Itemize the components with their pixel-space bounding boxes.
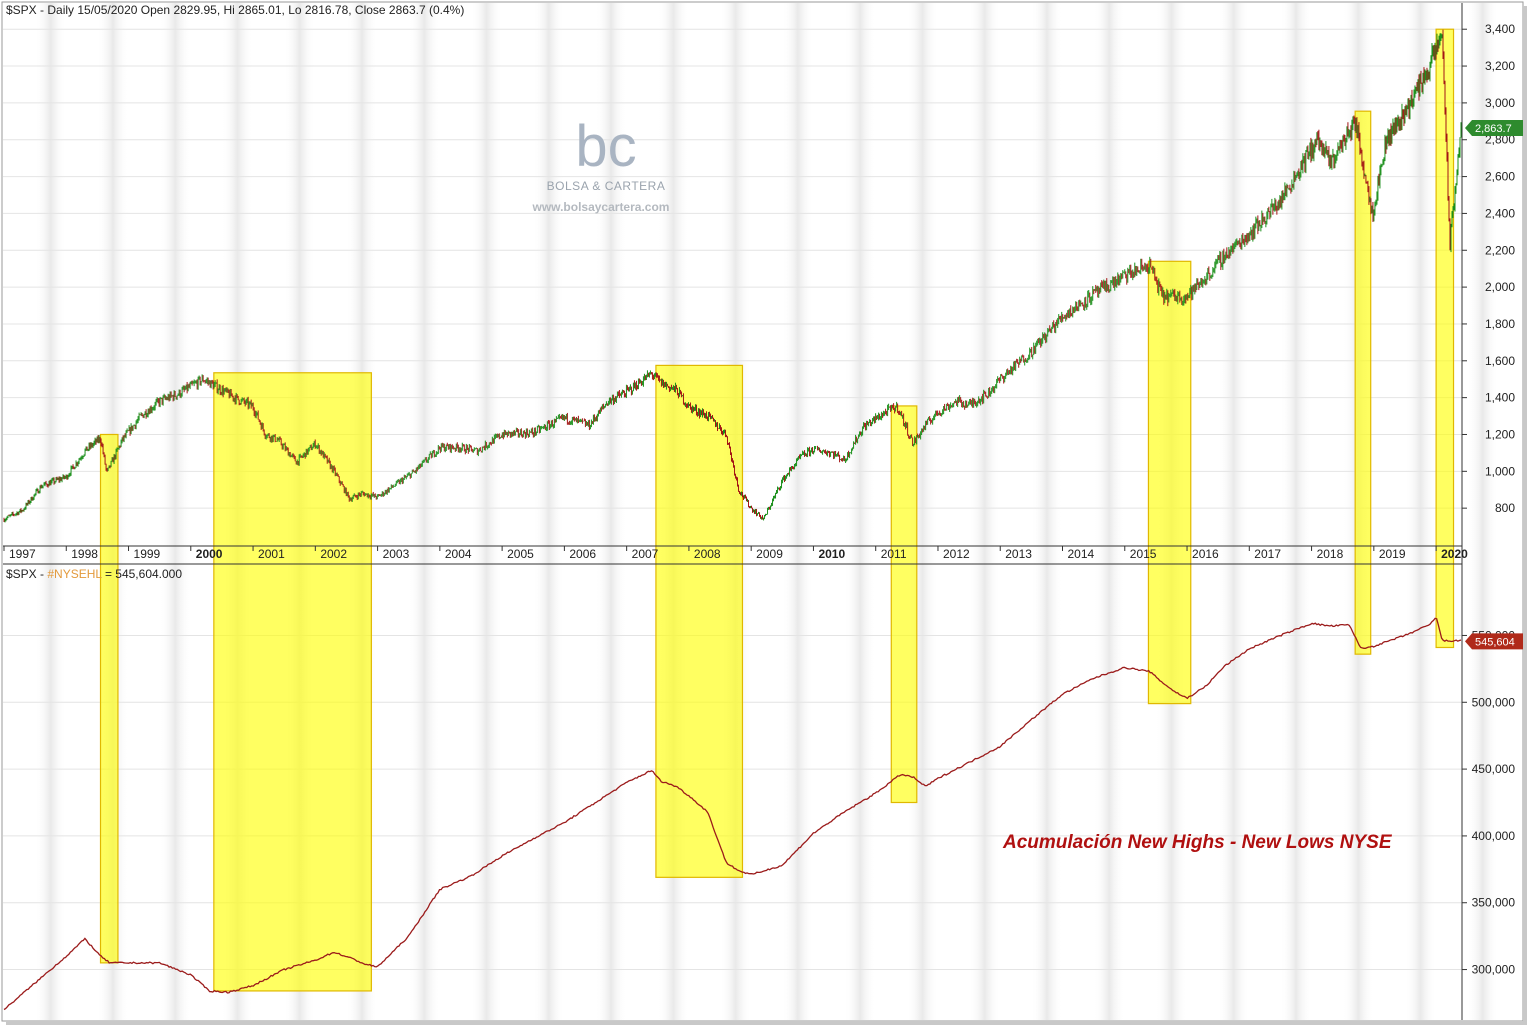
year-tick-label: 2001: [258, 547, 285, 561]
highlight-box: [655, 364, 744, 878]
frame-shadow-right: [1523, 6, 1527, 1023]
year-tick-label: 2000: [196, 547, 223, 561]
year-band: [782, 3, 814, 1020]
year-tick-label: 2007: [632, 547, 659, 561]
highlight-box: [213, 372, 372, 992]
indicator-y-tick-label: 400,000: [1472, 829, 1516, 843]
highlight-box: [1147, 260, 1192, 705]
indicator-last-badge: 545,604: [1465, 633, 1523, 650]
year-band: [1280, 3, 1312, 1020]
indicator-last-value: 545,604: [1475, 636, 1515, 648]
indicator-line: [3, 617, 1462, 1011]
watermark-brand: BOLSA & CARTERA: [547, 179, 666, 193]
year-band: [470, 3, 503, 1020]
highlight-box: [890, 405, 918, 804]
year-tick-label: 2020: [1441, 547, 1468, 561]
indicator-header-prefix: $SPX -: [6, 567, 47, 581]
year-tick-label: 2009: [756, 547, 783, 561]
highlight-box: [99, 433, 119, 964]
year-band: [533, 3, 565, 1020]
year-tick-label: 2014: [1068, 547, 1095, 561]
year-band: [159, 3, 191, 1020]
year-band: [595, 3, 627, 1020]
year-tick-label: 1999: [134, 547, 161, 561]
price-y-tick-label: 3,000: [1485, 96, 1515, 110]
year-tick-label: 2019: [1379, 547, 1406, 561]
indicator-y-tick-label: 500,000: [1472, 695, 1516, 709]
indicator-header-value: = 545,604.000: [102, 567, 183, 581]
highlight-box: [1354, 110, 1372, 655]
price-y-tick-label: 1,600: [1485, 354, 1515, 368]
price-y-tick-label: 1,000: [1485, 464, 1515, 478]
indicator-y-tick-label: 450,000: [1472, 762, 1516, 776]
year-band: [1093, 3, 1125, 1020]
price-last-badge: 2,863.7: [1465, 120, 1523, 137]
year-tick-label: 2018: [1317, 547, 1344, 561]
year-tick-label: 2004: [445, 547, 472, 561]
highlight-box: [1435, 28, 1455, 649]
price-header: $SPX - Daily 15/05/2020 Open 2829.95, Hi…: [6, 3, 464, 17]
year-band: [969, 3, 1001, 1020]
price-y-tick-label: 3,400: [1485, 22, 1515, 36]
year-band: [35, 3, 67, 1020]
year-tick-label: 2013: [1005, 547, 1032, 561]
year-band: [1031, 3, 1063, 1020]
year-band: [1467, 3, 1499, 1020]
price-y-tick-label: 1,800: [1485, 317, 1515, 331]
year-band: [844, 3, 876, 1020]
indicator-header: $SPX - #NYSEHL = 545,604.000: [6, 567, 182, 581]
price-y-tick-label: 2,600: [1485, 170, 1515, 184]
price-y-tick-label: 800: [1495, 501, 1515, 515]
price-y-tick-label: 3,200: [1485, 59, 1515, 73]
year-tick-label: 2012: [943, 547, 970, 561]
price-last-value: 2,863.7: [1475, 123, 1512, 135]
indicator-y-tick-label: 300,000: [1472, 963, 1516, 977]
x-axis-years: 1997 1998 1999 2000 2001 2002 2003 2004 2005 2006…: [3, 546, 1468, 561]
year-tick-label: 2010: [818, 547, 845, 561]
year-tick-label: 2006: [569, 547, 596, 561]
highlight-boxes: [99, 28, 1455, 992]
price-series: [3, 29, 1462, 523]
year-band: [408, 3, 440, 1020]
price-y-tick-label: 2,200: [1485, 243, 1515, 257]
year-tick-label: 2015: [1130, 547, 1157, 561]
year-tick-label: 1997: [9, 547, 36, 561]
year-tick-label: 2003: [383, 547, 410, 561]
watermark-logo: bc BOLSA & CARTERA www.bolsaycartera.com: [532, 114, 670, 214]
price-y-axis: 800 1,000 1,200 1,400 1,600 1,800 2,000 2,200 2,…: [1462, 22, 1515, 515]
year-band: [1404, 3, 1437, 1020]
price-y-tick-label: 1,400: [1485, 391, 1515, 405]
indicator-annotation: Acumulación New Highs - New Lows NYSE: [1002, 832, 1393, 853]
price-y-tick-label: 2,400: [1485, 206, 1515, 220]
year-tick-label: 2002: [320, 547, 347, 561]
year-band: [1218, 3, 1250, 1020]
year-tick-label: 2011: [881, 547, 907, 561]
indicator-last-badge-shape: [1465, 633, 1523, 650]
year-tick-label: 2016: [1192, 547, 1219, 561]
watermark-logo-mark: bc: [575, 114, 636, 179]
frame-shadow-bottom: [6, 1021, 1527, 1025]
indicator-header-name: #NYSEHL: [47, 567, 102, 581]
price-y-tick-label: 2,000: [1485, 280, 1515, 294]
year-tick-label: 2008: [694, 547, 721, 561]
price-last-badge-shape: [1465, 120, 1523, 137]
year-tick-label: 2017: [1254, 547, 1281, 561]
price-y-tick-label: 2,800: [1485, 133, 1515, 147]
watermark-url: www.bolsaycartera.com: [532, 200, 670, 214]
indicator-y-tick-label: 350,000: [1472, 896, 1516, 910]
year-tick-label: 1998: [71, 547, 98, 561]
year-tick-label: 2005: [507, 547, 534, 561]
price-y-tick-label: 1,200: [1485, 427, 1515, 441]
